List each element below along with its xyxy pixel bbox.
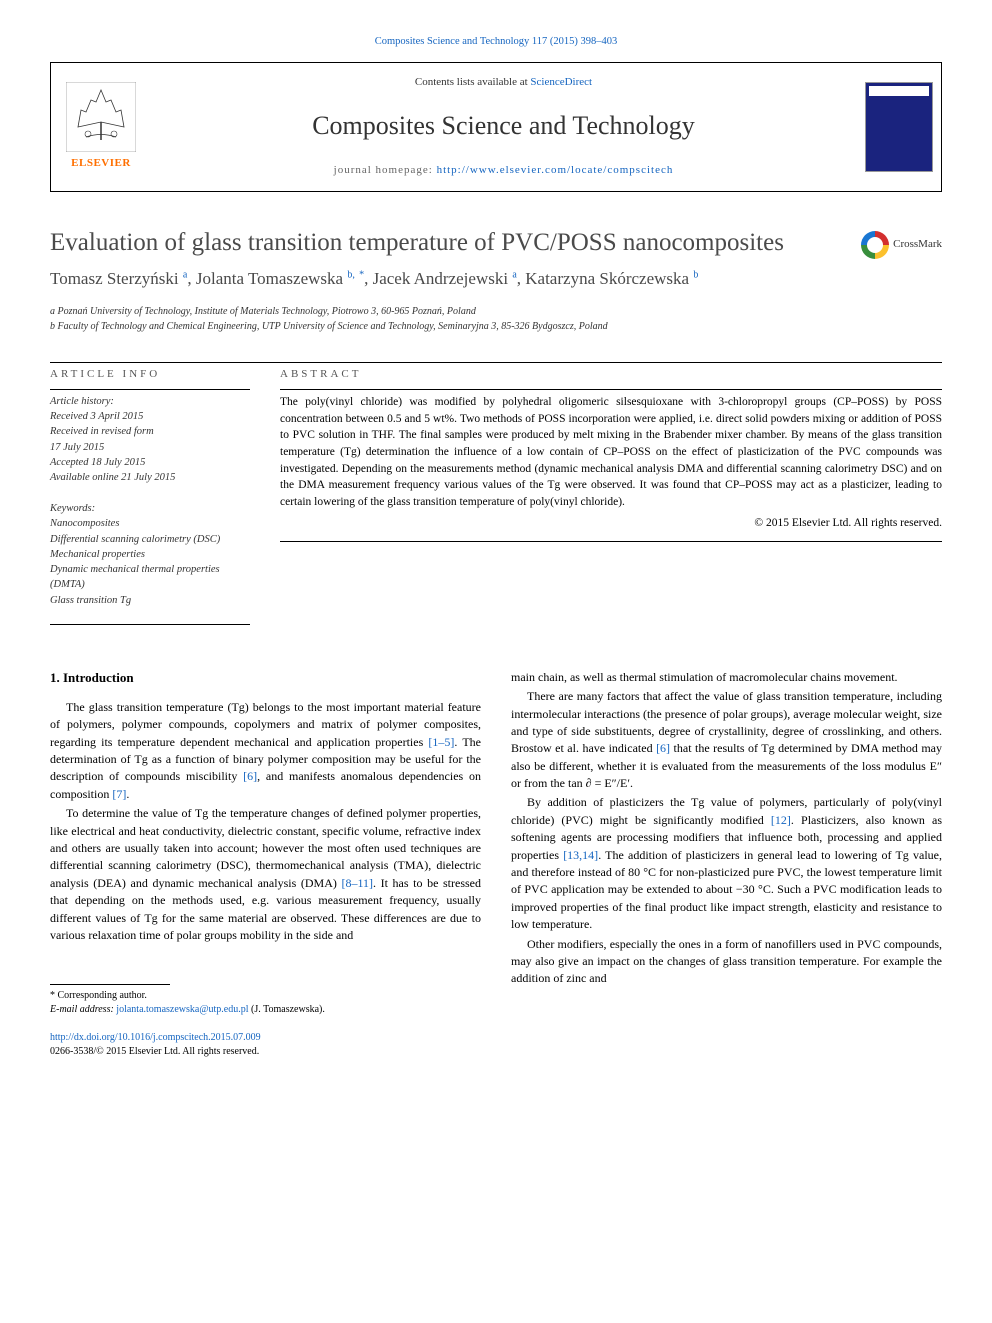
history-line: Available online 21 July 2015	[50, 470, 250, 485]
abstract-copyright: © 2015 Elsevier Ltd. All rights reserved…	[280, 515, 942, 531]
affiliations: a Poznań University of Technology, Insti…	[50, 304, 942, 334]
article-title: Evaluation of glass transition temperatu…	[50, 227, 831, 258]
crossmark-label: CrossMark	[893, 237, 942, 252]
publisher-name: ELSEVIER	[71, 156, 131, 171]
homepage-link[interactable]: http://www.elsevier.com/locate/compscite…	[437, 164, 674, 176]
keyword: Mechanical properties	[50, 547, 250, 562]
corresponding-label: * Corresponding author.	[50, 989, 481, 1003]
body-paragraph: main chain, as well as thermal stimulati…	[511, 669, 942, 686]
keyword: Dynamic mechanical thermal properties (D…	[50, 562, 250, 592]
journal-title: Composites Science and Technology	[171, 108, 836, 144]
history-line: Received in revised form	[50, 424, 250, 439]
citation-link[interactable]: Composites Science and Technology 117 (2…	[375, 36, 617, 47]
abstract-text: The poly(vinyl chloride) was modified by…	[280, 394, 942, 511]
header-center: Contents lists available at ScienceDirec…	[151, 63, 856, 191]
keywords-block: Keywords: Nanocomposites Differential sc…	[50, 501, 250, 608]
body-left-column: 1. Introduction The glass transition tem…	[50, 669, 481, 1060]
corresponding-email-line: E-mail address: jolanta.tomaszewska@utp.…	[50, 1003, 481, 1017]
keyword: Differential scanning calorimetry (DSC)	[50, 532, 250, 547]
body-paragraph: The glass transition temperature (Tg) be…	[50, 699, 481, 803]
section-heading-intro: 1. Introduction	[50, 669, 481, 687]
journal-header-box: ELSEVIER Contents lists available at Sci…	[50, 62, 942, 192]
email-suffix: (J. Tomaszewska).	[249, 1004, 325, 1015]
divider	[280, 389, 942, 390]
sciencedirect-link[interactable]: ScienceDirect	[530, 76, 592, 88]
body-paragraph: There are many factors that affect the v…	[511, 688, 942, 792]
divider	[280, 541, 942, 542]
keyword: Nanocomposites	[50, 516, 250, 531]
cover-image	[865, 82, 933, 172]
article-history: Article history: Received 3 April 2015 R…	[50, 394, 250, 485]
history-line: Received 3 April 2015	[50, 409, 250, 424]
keywords-heading: Keywords:	[50, 501, 250, 516]
keyword: Glass transition Tg	[50, 593, 250, 608]
divider	[50, 362, 942, 363]
authors-list: Tomasz Sterzyński a, Jolanta Tomaszewska…	[50, 267, 942, 291]
email-label: E-mail address:	[50, 1004, 116, 1015]
article-info-label: ARTICLE INFO	[50, 367, 250, 382]
homepage-label: journal homepage:	[334, 164, 437, 176]
body-paragraph: To determine the value of Tg the tempera…	[50, 805, 481, 944]
email-link[interactable]: jolanta.tomaszewska@utp.edu.pl	[116, 1004, 248, 1015]
citation-header: Composites Science and Technology 117 (2…	[50, 35, 942, 50]
divider	[50, 389, 250, 390]
history-heading: Article history:	[50, 394, 250, 409]
abstract-column: ABSTRACT The poly(vinyl chloride) was mo…	[280, 367, 942, 628]
body-two-column: 1. Introduction The glass transition tem…	[50, 669, 942, 1060]
body-paragraph: By addition of plasticizers the Tg value…	[511, 794, 942, 933]
journal-homepage-line: journal homepage: http://www.elsevier.co…	[171, 163, 836, 178]
issn-copyright: 0266-3538/© 2015 Elsevier Ltd. All right…	[50, 1045, 481, 1059]
contents-prefix: Contents lists available at	[415, 76, 530, 88]
crossmark-badge[interactable]: CrossMark	[861, 231, 942, 259]
article-info-column: ARTICLE INFO Article history: Received 3…	[50, 367, 250, 628]
page-footer: http://dx.doi.org/10.1016/j.compscitech.…	[50, 1031, 481, 1059]
publisher-logo-block: ELSEVIER	[51, 63, 151, 191]
body-paragraph: Other modifiers, especially the ones in …	[511, 936, 942, 988]
history-line: 17 July 2015	[50, 440, 250, 455]
doi-link[interactable]: http://dx.doi.org/10.1016/j.compscitech.…	[50, 1032, 261, 1043]
corresponding-author-footnote: * Corresponding author. E-mail address: …	[50, 989, 481, 1017]
journal-cover-thumbnail	[856, 63, 941, 191]
crossmark-icon	[861, 231, 889, 259]
footnote-separator	[50, 984, 170, 985]
affiliation-a: a Poznań University of Technology, Insti…	[50, 304, 942, 319]
contents-available-line: Contents lists available at ScienceDirec…	[171, 75, 836, 90]
affiliation-b: b Faculty of Technology and Chemical Eng…	[50, 319, 942, 334]
abstract-label: ABSTRACT	[280, 367, 942, 382]
body-right-column: main chain, as well as thermal stimulati…	[511, 669, 942, 1060]
history-line: Accepted 18 July 2015	[50, 455, 250, 470]
divider	[50, 624, 250, 625]
elsevier-tree-icon	[66, 82, 136, 152]
